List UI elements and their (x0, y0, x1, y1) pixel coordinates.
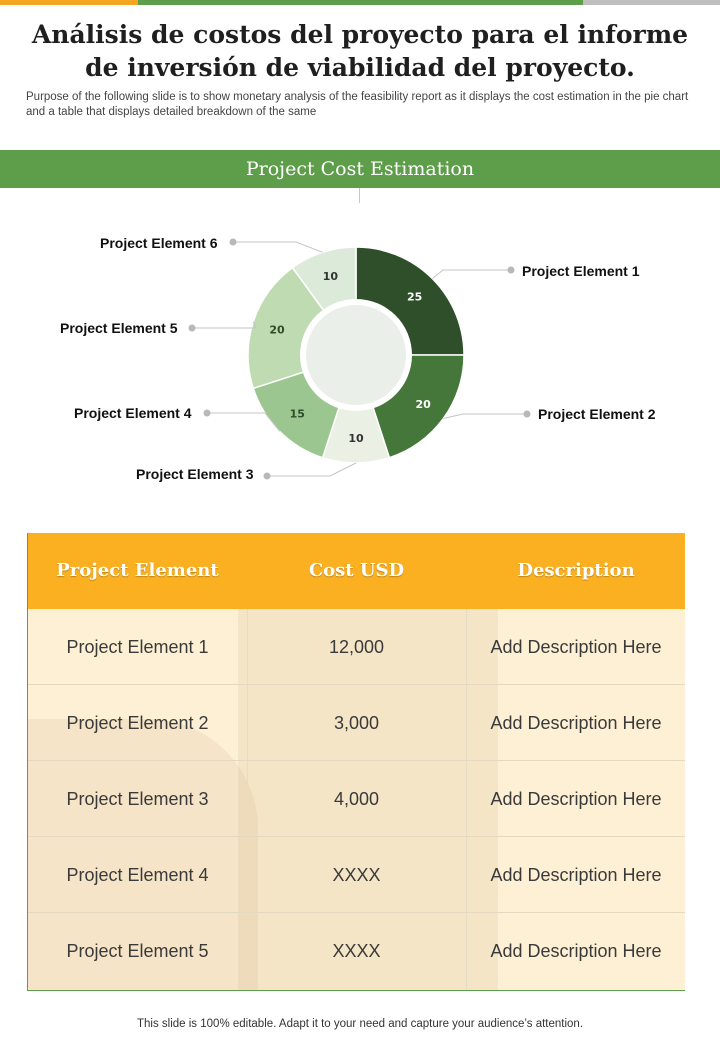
table-row: Project Element 2 3,000 Add Description … (28, 685, 685, 761)
cost-pie-chart: 25 Project Element 1 20 Project Element 2 10… (60, 235, 656, 482)
table-cell: Project Element 1 (66, 637, 209, 657)
pie-category-label: Project Element 5 (60, 320, 178, 336)
table-cell: Add Description Here (490, 941, 662, 961)
table-cell: 3,000 (333, 713, 380, 733)
pie-data-label: 20 (269, 323, 285, 336)
table-background-image (28, 609, 685, 990)
pie-data-label: 25 (407, 290, 422, 303)
table-header-cell: Project Element (56, 560, 219, 581)
top-accent-orange (0, 0, 138, 5)
leader-dot (188, 324, 196, 332)
table-cell: Add Description Here (490, 713, 662, 733)
leader-line (207, 412, 281, 432)
leader-dot (507, 266, 515, 274)
pie-category-label: Project Element 3 (136, 466, 254, 482)
leader-line (233, 241, 323, 253)
table-cell: Add Description Here (490, 789, 662, 809)
table-row: Project Element 5 XXXX Add Description H… (28, 913, 685, 989)
leader-dot (263, 472, 271, 480)
table-cell: Add Description Here (490, 865, 662, 885)
table-background-shade (238, 609, 498, 990)
table-cell: XXXX (332, 941, 381, 961)
table-row: Project Element 1 12,000 Add Description… (28, 609, 685, 685)
top-accent-bar (0, 0, 720, 5)
leader-line (443, 413, 527, 419)
cost-table: Project Element Cost USD Description Pro… (27, 533, 685, 991)
table-cell: 4,000 (333, 789, 380, 809)
page-subtitle: Purpose of the following slide is to sho… (26, 91, 689, 118)
banner-connector-line (359, 188, 360, 203)
pie-category-label: Project Element 6 (100, 235, 218, 251)
pie-data-label: 10 (323, 270, 339, 283)
section-banner: Project Cost Estimation (0, 150, 720, 188)
pie-category-label: Project Element 4 (74, 405, 192, 421)
table-cell: XXXX (332, 865, 381, 885)
table-header-cell: Cost USD (308, 560, 405, 581)
table-divider (466, 609, 467, 990)
table-row: Project Element 4 XXXX Add Description H… (28, 837, 685, 913)
leader-line (267, 462, 357, 477)
donut-hole (306, 305, 406, 405)
pie-data-label: 15 (290, 408, 305, 421)
pie-data-label: 10 (348, 432, 364, 445)
leader-dot (203, 409, 211, 417)
table-background-shade (28, 719, 258, 990)
table-divider (247, 609, 248, 990)
table-row: Project Element 3 4,000 Add Description … (28, 761, 685, 837)
table-header: Project Element Cost USD Description (28, 533, 685, 609)
pie-category-label: Project Element 1 (522, 263, 640, 279)
table-cell: Project Element 5 (66, 941, 209, 961)
top-accent-grey (583, 0, 720, 5)
top-accent-green (138, 0, 583, 5)
table-header-cell: Description (517, 560, 635, 581)
footer-note: This slide is 100% editable. Adapt it to… (136, 1018, 584, 1030)
page-title: Análisis de costos del proyecto para el … (31, 20, 689, 82)
leader-dot (229, 238, 237, 246)
table-cell: Project Element 4 (66, 865, 209, 885)
leader-dot (523, 410, 531, 418)
leader-line (192, 321, 257, 329)
table-cell: Project Element 2 (66, 713, 209, 733)
pie-category-label: Project Element 2 (538, 406, 656, 422)
pie-data-label: 20 (415, 398, 431, 411)
table-cell: Add Description Here (490, 637, 662, 657)
leader-line (432, 269, 511, 280)
table-cell: Project Element 3 (66, 789, 209, 809)
table-cell: 12,000 (328, 637, 385, 657)
